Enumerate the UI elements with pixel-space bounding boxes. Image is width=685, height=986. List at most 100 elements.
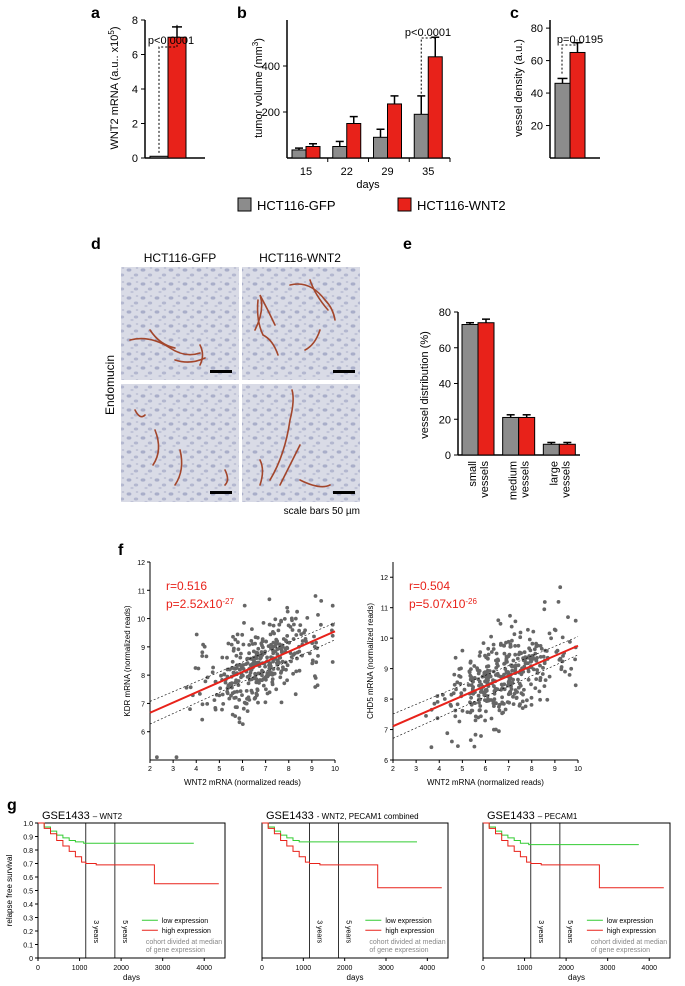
scatter-point	[256, 700, 260, 705]
scatter-point	[297, 628, 301, 633]
scatter-point	[275, 639, 279, 643]
scatter-point	[492, 697, 497, 702]
cohort-note: cohort divided at median	[146, 939, 222, 946]
legend: HCT116-GFP HCT116-WNT2	[237, 197, 506, 213]
scatter-point	[472, 664, 477, 668]
plot-frame	[482, 822, 671, 959]
scatter-point	[260, 637, 265, 642]
x-tick-label: 10	[331, 766, 339, 773]
scatter-point	[271, 667, 276, 671]
x-tick-label: 7	[264, 766, 268, 773]
scatter-point	[469, 695, 473, 700]
scatter-point	[502, 682, 507, 687]
km-curve-low	[262, 822, 417, 843]
scatter-point	[237, 698, 242, 702]
scatter-point	[469, 667, 473, 671]
bar-wnt2	[167, 36, 187, 159]
plot-frame	[261, 822, 449, 959]
y-axis-label: WNT2 mRNA (a.u.. x105)	[107, 26, 122, 149]
scatter-point	[507, 678, 512, 683]
scatter-point	[314, 640, 318, 645]
scatter-point	[521, 692, 525, 697]
scatter-point	[270, 682, 275, 687]
scatter-point	[289, 655, 294, 659]
scale-bar	[210, 370, 232, 373]
bar-wnt2	[346, 123, 362, 159]
scatter-point	[497, 708, 502, 713]
scatter-point	[473, 718, 478, 723]
scatter-point	[300, 653, 304, 658]
scatter-point	[547, 631, 552, 636]
scatter-point	[193, 666, 198, 670]
scatter-point	[310, 658, 315, 663]
scatter-point	[269, 672, 273, 677]
scatter-point	[518, 630, 523, 635]
chart-title: GSE1433 – PECAM1	[487, 810, 578, 822]
x-tick-label: 8	[287, 766, 291, 773]
scatter-point	[491, 647, 496, 651]
km-curve-high	[38, 822, 219, 885]
scatter-point	[258, 678, 262, 682]
scatter-point	[248, 670, 253, 675]
scatter-point	[276, 628, 281, 633]
scatter-point	[294, 669, 299, 674]
scatter-point	[517, 703, 522, 708]
chart-f-chd5: 2 3 4 5 6 7 8 9 10 6 7 8 9 10 11 12 r=0.504 p=5.07x10-26 W…	[366, 562, 582, 787]
scatter-point	[525, 698, 529, 703]
bar-wnt2	[427, 56, 443, 159]
y-tick-label: 11	[381, 606, 388, 613]
scatter-point	[529, 682, 533, 687]
scatter-point	[561, 654, 565, 658]
scatter-point	[535, 668, 539, 672]
scatter-point	[503, 667, 508, 671]
scatter-point	[520, 699, 525, 704]
x-tick-label: 1000	[296, 965, 312, 972]
scatter-point	[492, 691, 497, 696]
scatter-point	[237, 720, 242, 725]
scatter-point	[253, 635, 258, 640]
y-tick-label: 80	[439, 307, 451, 319]
scatter-point	[496, 618, 501, 623]
time-marker-label: 3 years	[92, 920, 99, 943]
scatter-point	[236, 647, 241, 652]
scatter-point	[513, 688, 518, 693]
scatter-point	[460, 708, 465, 713]
scatter-point	[227, 696, 232, 701]
scatter-point	[196, 666, 201, 671]
scatter-point	[465, 710, 470, 714]
scatter-point	[255, 687, 260, 692]
bar-gfp	[461, 324, 479, 456]
scatter-point	[553, 628, 558, 633]
scatter-point	[319, 599, 324, 603]
scatter-point	[307, 651, 312, 656]
scatter-point	[445, 731, 450, 736]
scatter-point	[537, 689, 542, 694]
scatter-point	[218, 686, 223, 691]
scatter-point	[277, 622, 282, 627]
scatter-point	[563, 669, 567, 674]
scatter-point	[264, 677, 268, 682]
scatter-point	[541, 666, 545, 670]
y-tick-label: 0.1	[23, 943, 33, 950]
scatter-point	[241, 673, 245, 678]
scatter-point	[290, 628, 295, 632]
y-tick-label: 7	[384, 728, 388, 735]
scatter-point	[526, 669, 531, 674]
km-curve-low	[483, 822, 639, 846]
panel-letter-g: g	[7, 797, 17, 814]
scatter-point	[526, 627, 530, 632]
y-axis-label: tumor volume (mm3)	[251, 38, 266, 138]
x-tick-label: 3	[171, 766, 175, 773]
time-marker-label: 5 years	[566, 920, 573, 943]
scatter-point	[495, 687, 500, 692]
scatter-point	[535, 671, 540, 675]
y-tick-label: 6	[132, 50, 138, 62]
scatter-point	[462, 687, 467, 692]
scatter-point	[505, 683, 510, 688]
x-tick-label: 1000	[517, 965, 533, 972]
scatter-point	[489, 650, 494, 654]
regression-line	[392, 644, 579, 728]
scatter-point	[453, 655, 458, 660]
scatter-point	[514, 695, 519, 700]
scatter-point	[498, 643, 503, 647]
